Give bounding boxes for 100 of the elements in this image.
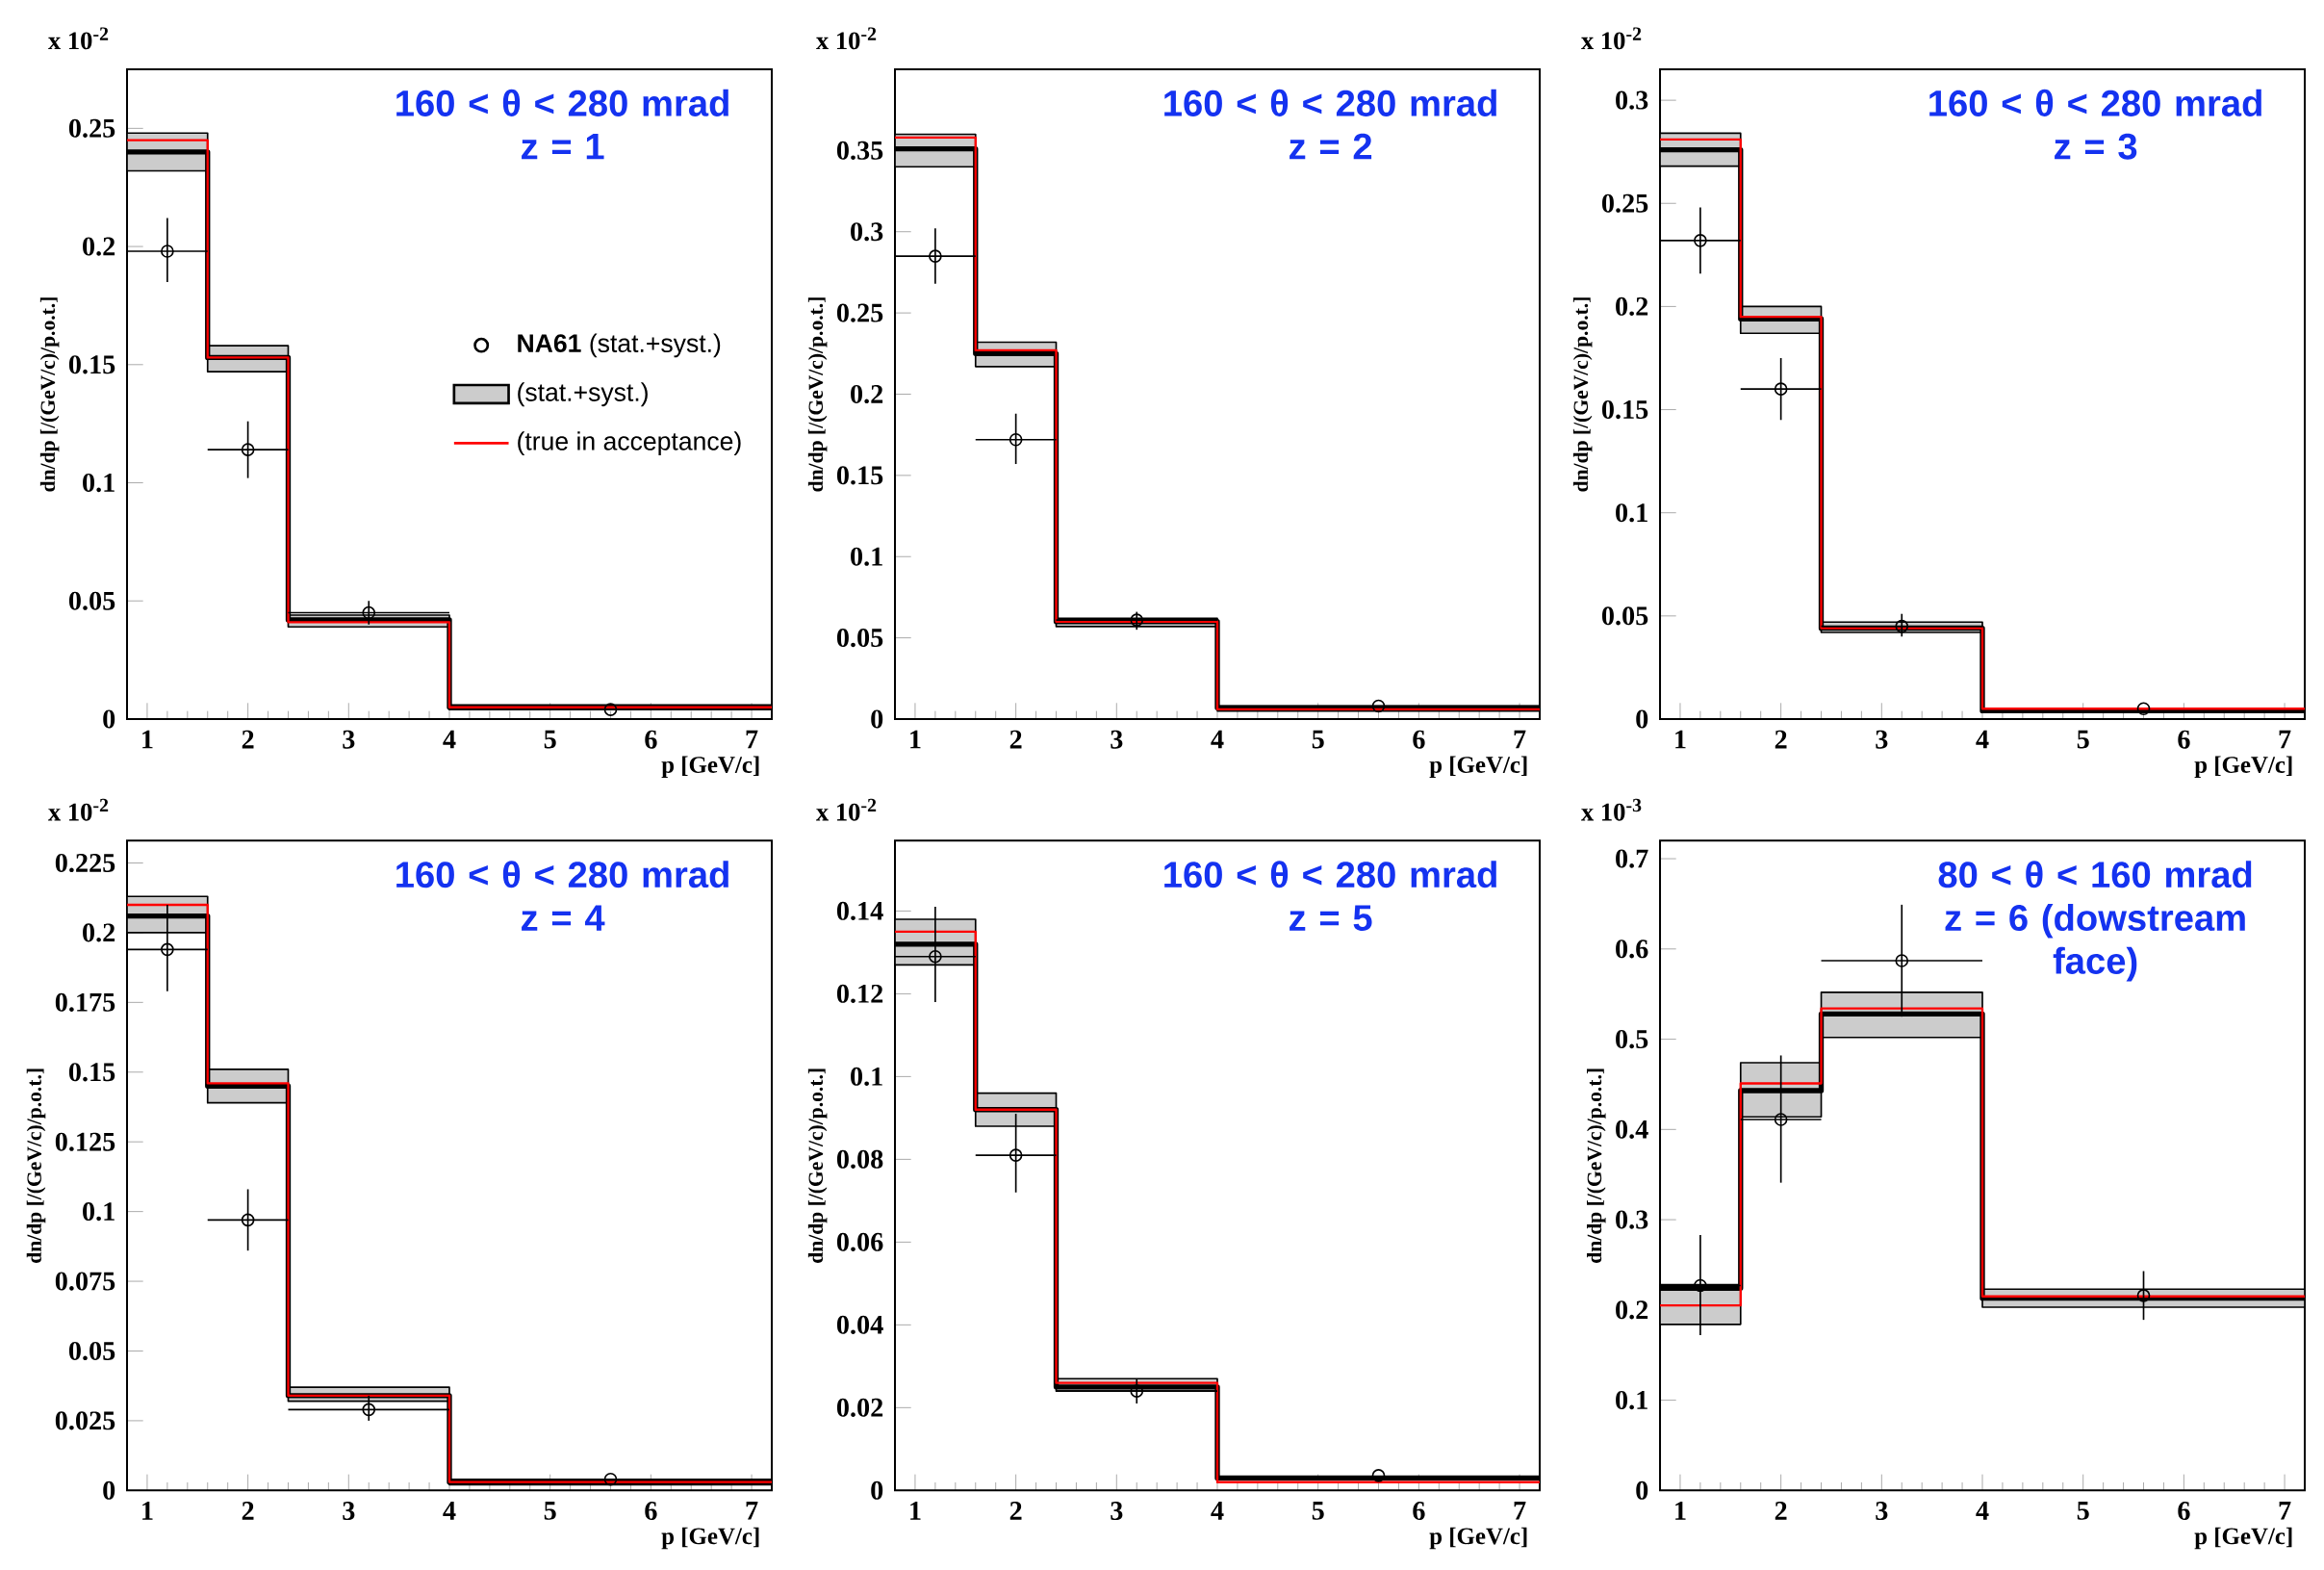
- x-tick-label: 7: [1514, 730, 1526, 749]
- legend-label: NA61 (stat.+syst.): [518, 333, 721, 358]
- y-tick-label: 0.1: [83, 473, 115, 493]
- y-axis-title: dn/dp [/(GeV/c)/p.o.t.]: [1572, 297, 1593, 492]
- x-tick-label: 4: [1976, 730, 1989, 749]
- x-tick-label: 3: [343, 730, 355, 749]
- x-tick-label: 2: [242, 730, 254, 749]
- x-tick-label: 1: [142, 730, 153, 749]
- text: x 10$^{-2}$: [48, 27, 109, 50]
- y-tick-label: 0: [871, 709, 883, 729]
- x-tick-label: 3: [1111, 1502, 1123, 1521]
- y-tick-label: 0.05: [68, 1341, 115, 1361]
- x-tick-label: 3: [343, 1502, 355, 1521]
- chart-title: 160 < θ < 280 mrad: [396, 861, 728, 888]
- y-tick-label: 0.06: [836, 1232, 883, 1251]
- y-tick-label: 0.2: [83, 237, 115, 256]
- x-tick-label: 1: [1675, 730, 1686, 749]
- x-tick-label: 7: [746, 1502, 758, 1520]
- x-tick-label: 1: [1675, 1502, 1686, 1520]
- chart-title: 160 < θ < 280 mrad: [396, 89, 728, 116]
- x-tick-label: 6: [1413, 1502, 1425, 1521]
- legend-label: (true in acceptance): [518, 431, 741, 455]
- x-tick-label: 4: [1211, 1502, 1224, 1520]
- y-tick-label: 0.05: [1601, 606, 1648, 626]
- y-tick-label: 0.15: [68, 1063, 115, 1082]
- x-tick-label: 1: [142, 1502, 153, 1520]
- x-tick-label: 7: [2279, 1502, 2291, 1520]
- y-tick-label: 0.175: [55, 992, 115, 1012]
- y-tick-label: 0.1: [1616, 1391, 1647, 1410]
- text: z = 3: [2055, 133, 2137, 160]
- x-tick-label: 3: [1876, 1502, 1888, 1521]
- y-tick-label: 0.1: [851, 1067, 882, 1086]
- y-axis-title: dn/dp [/(GeV/c)/p.o.t.]: [39, 297, 60, 492]
- y-tick-label: 0.05: [68, 591, 115, 610]
- y-axis-title: dn/dp [/(GeV/c)/p.o.t.]: [1587, 1068, 1606, 1263]
- x-tick-label: 6: [645, 730, 657, 749]
- x-axis-title: p [GeV/c]: [661, 1527, 759, 1550]
- y-tick-label: 0.04: [836, 1315, 883, 1334]
- y-tick-label: 0.3: [851, 222, 883, 242]
- y-tick-label: 0.25: [836, 303, 883, 322]
- x-tick-label: 6: [2178, 1502, 2190, 1521]
- x-tick-label: 5: [544, 730, 556, 749]
- y-tick-label: 0: [1636, 1480, 1648, 1500]
- x-axis-title: p [GeV/c]: [2194, 1527, 2292, 1550]
- x-tick-label: 2: [1009, 730, 1022, 749]
- x-tick-label: 2: [242, 1502, 254, 1520]
- x-tick-label: 6: [2178, 730, 2190, 749]
- x-tick-label: 1: [910, 730, 921, 749]
- y-tick-label: 0.15: [68, 355, 115, 374]
- y-tick-label: 0.1: [83, 1202, 115, 1222]
- x-tick-label: 7: [1514, 1502, 1526, 1520]
- y-tick-label: 0.02: [836, 1398, 883, 1417]
- x-tick-label: 3: [1111, 730, 1123, 749]
- y-tick-label: 0.5: [1616, 1030, 1648, 1049]
- text: z = 2: [1290, 133, 1372, 160]
- text: x 10$^{-2}$: [816, 27, 877, 50]
- x-tick-label: 5: [1312, 730, 1324, 749]
- y-tick-label: 0.12: [836, 984, 883, 1004]
- text: z = 5: [1290, 905, 1372, 932]
- y-tick-label: 0.2: [1616, 296, 1648, 317]
- x-tick-label: 6: [1413, 730, 1425, 749]
- y-tick-label: 0.25: [68, 118, 115, 138]
- y-tick-label: 0.025: [55, 1411, 115, 1430]
- x-tick-label: 3: [1876, 730, 1888, 749]
- text: z = 4: [522, 905, 605, 931]
- x-tick-label: 4: [443, 1502, 456, 1520]
- y-tick-label: 0.225: [55, 853, 115, 873]
- y-tick-label: 0.4: [1616, 1120, 1648, 1139]
- chart-title: 160 < θ < 280 mrad: [1164, 861, 1496, 888]
- y-tick-label: 0.14: [836, 901, 883, 921]
- legend-label: (stat.+syst.): [518, 382, 648, 407]
- x-tick-label: 5: [2077, 1502, 2089, 1520]
- x-tick-label: 1: [910, 1502, 921, 1520]
- y-axis-title: dn/dp [/(GeV/c)/p.o.t.]: [807, 1068, 828, 1263]
- y-axis-title: dn/dp [/(GeV/c)/p.o.t.]: [807, 297, 828, 492]
- x-axis-title: p [GeV/c]: [1429, 1527, 1527, 1550]
- y-tick-label: 0.1: [851, 547, 882, 566]
- y-tick-label: 0: [103, 709, 115, 729]
- text: x 10$^{-2}$: [48, 798, 109, 821]
- y-tick-label: 0.3: [1616, 90, 1648, 110]
- x-tick-label: 5: [544, 1502, 556, 1520]
- x-tick-label: 2: [1775, 730, 1787, 749]
- x-tick-label: 4: [1211, 730, 1224, 749]
- text: x 10$^{-3}$: [1581, 798, 1642, 821]
- x-tick-label: 6: [645, 1502, 657, 1521]
- chart-title: 160 < θ < 280 mrad: [1929, 89, 2261, 116]
- chart-title: 80 < θ < 160 mrad: [1938, 861, 2252, 888]
- y-tick-label: 0: [1636, 709, 1648, 729]
- chart-title: 160 < θ < 280 mrad: [1164, 89, 1496, 116]
- y-tick-label: 0.7: [1616, 849, 1648, 868]
- x-axis-title: p [GeV/c]: [1429, 756, 1527, 778]
- y-tick-label: 0.075: [55, 1272, 115, 1291]
- y-tick-label: 0: [871, 1480, 883, 1500]
- y-tick-label: 0.2: [851, 384, 883, 404]
- y-tick-label: 0.2: [1616, 1300, 1648, 1320]
- y-tick-label: 0.25: [1601, 193, 1648, 213]
- y-tick-label: 0.1: [1616, 503, 1647, 523]
- x-tick-label: 2: [1775, 1502, 1787, 1520]
- x-tick-label: 7: [2279, 730, 2291, 749]
- y-tick-label: 0.15: [1601, 399, 1648, 420]
